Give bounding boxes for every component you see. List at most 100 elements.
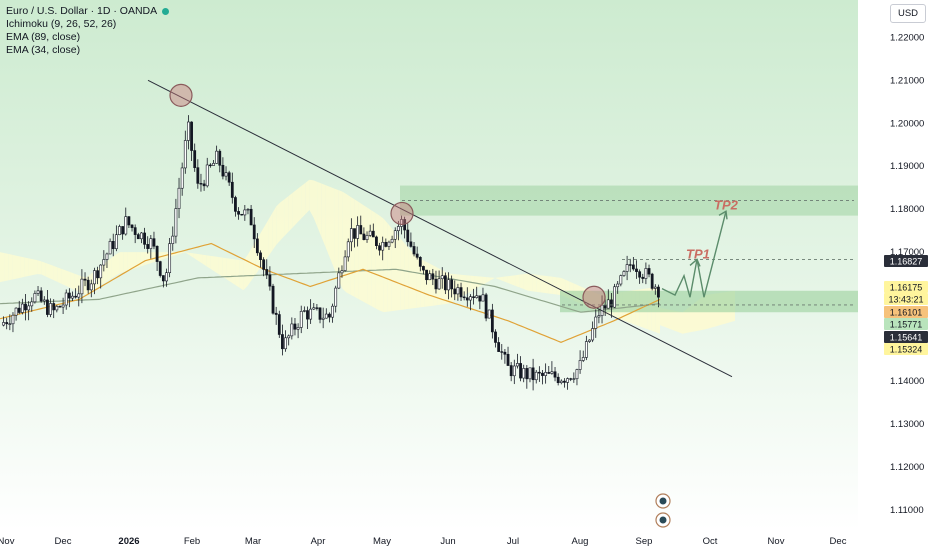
cloud-segment <box>379 215 384 313</box>
candle-up <box>165 272 168 282</box>
candle-down <box>459 287 463 298</box>
candle-down <box>638 271 642 278</box>
candle-down <box>281 334 284 350</box>
cloud-segment <box>28 258 33 276</box>
candle-down <box>240 213 244 216</box>
cloud-segment <box>523 273 528 291</box>
cloud-segment <box>544 275 549 294</box>
touch-point-marker <box>582 285 606 309</box>
candle-up <box>20 303 24 313</box>
cloud-segment <box>8 253 13 281</box>
cloud-segment <box>292 189 297 228</box>
candle-up <box>334 287 338 307</box>
candle-up <box>312 307 316 310</box>
candle-down <box>569 378 573 380</box>
candle-down <box>494 331 497 343</box>
arrowhead-tp1 <box>689 258 701 267</box>
cloud-segment <box>416 256 421 308</box>
cloud-segment <box>321 183 326 248</box>
candle-down <box>152 238 156 247</box>
candle-up <box>114 234 118 250</box>
candle-down <box>196 167 200 184</box>
candle-down <box>46 299 49 315</box>
cloud-segment <box>334 188 339 279</box>
cloud-segment <box>511 275 516 286</box>
candle-down <box>362 233 366 240</box>
cloud-segment <box>313 180 318 228</box>
cloud-segment <box>247 248 252 287</box>
future-cloud-segment <box>660 307 663 327</box>
candle-up <box>440 275 444 280</box>
arrowhead-tp2 <box>718 210 728 220</box>
candle-down <box>563 380 566 383</box>
indicator-ema-89[interactable]: EMA (89, close) <box>6 31 81 43</box>
future-cloud-segment <box>662 308 665 328</box>
cloud-segment <box>317 181 322 238</box>
candle-down <box>431 273 435 280</box>
y-tick-label: 1.13000 <box>890 419 924 430</box>
candle-up <box>613 286 616 308</box>
candle-down <box>650 273 654 289</box>
price-label-bg <box>884 293 928 305</box>
currency-button[interactable]: USD <box>890 4 926 23</box>
cloud-segment <box>383 218 388 313</box>
candle-up <box>36 290 40 294</box>
candle-down <box>274 312 278 315</box>
candle-down <box>631 264 635 270</box>
candle-down <box>259 252 262 260</box>
cloud-segment <box>466 275 471 294</box>
candle-up <box>528 367 532 380</box>
cloud-segment <box>16 255 21 279</box>
indicator-ema-34[interactable]: EMA (34, close) <box>6 44 81 56</box>
x-tick-label: May <box>373 536 391 547</box>
candle-down <box>58 306 62 308</box>
candle-down <box>465 297 469 301</box>
candle-up <box>89 283 93 291</box>
x-tick-label: Nov <box>0 536 15 547</box>
candle-down <box>641 276 645 279</box>
market-status-icon <box>162 8 170 15</box>
candle-down <box>500 351 504 353</box>
cloud-segment <box>412 252 417 309</box>
candle-down <box>484 294 488 319</box>
candle-down <box>353 228 356 239</box>
candle-down <box>111 240 115 250</box>
candle-up <box>544 372 548 376</box>
candle-up <box>296 327 300 330</box>
candle-down <box>306 310 309 320</box>
cloud-segment <box>206 255 211 269</box>
cloud-segment <box>37 260 42 275</box>
candle-up <box>321 317 325 320</box>
cloud-segment <box>408 247 413 309</box>
candle-up <box>290 323 294 337</box>
candle-down <box>375 236 378 246</box>
future-cloud-segment <box>675 310 678 332</box>
tp1-label: TP1 <box>686 246 710 261</box>
candle-down <box>143 232 146 245</box>
candle-up <box>387 241 391 247</box>
candle-up <box>572 378 576 380</box>
candle-down <box>221 164 225 177</box>
candle-down <box>443 275 447 291</box>
candle-up <box>584 341 588 358</box>
candle-down <box>230 181 234 198</box>
candle-down <box>531 367 535 381</box>
cloud-segment <box>507 275 512 285</box>
candle-down <box>227 172 231 183</box>
candle-down <box>450 279 454 290</box>
candle-up <box>346 241 350 258</box>
price-label-bg <box>884 281 928 293</box>
candle-up <box>61 304 65 308</box>
candle-down <box>434 278 438 290</box>
candle-up <box>108 240 112 255</box>
cloud-segment <box>41 261 46 277</box>
candle-down <box>315 307 319 309</box>
cloud-segment <box>20 256 25 278</box>
indicator-ichimoku[interactable]: Ichimoku (9, 26, 52, 26) <box>6 18 117 30</box>
candle-down <box>127 216 131 226</box>
candle-up <box>566 378 569 383</box>
cloud-segment <box>177 252 182 255</box>
candle-up <box>27 305 31 311</box>
candle-up <box>368 230 372 236</box>
